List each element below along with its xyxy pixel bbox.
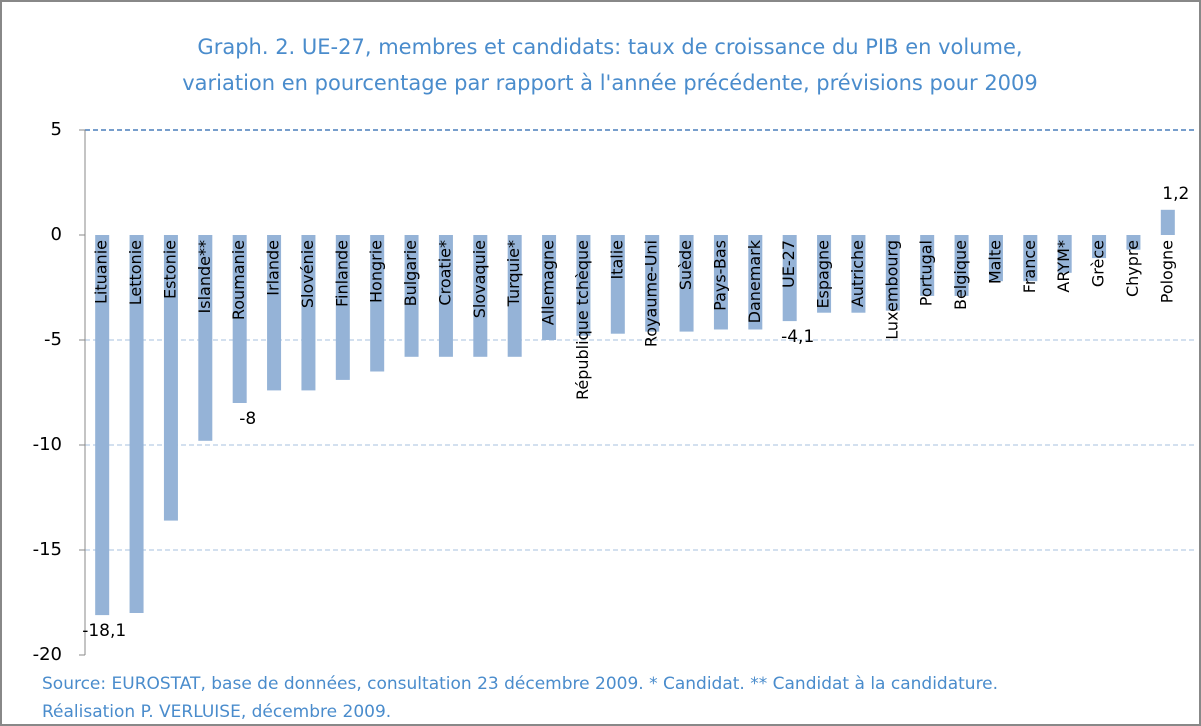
source-note: Réalisation P. VERLUISE, décembre 2009. — [42, 702, 391, 722]
x-tick-label: Slovénie — [298, 240, 317, 308]
x-tick-label: Luxembourg — [882, 240, 901, 340]
y-tick-label: -15 — [33, 539, 62, 560]
bar — [438, 235, 453, 357]
bar — [1126, 235, 1141, 250]
bar — [1160, 209, 1175, 235]
bar — [645, 235, 660, 332]
x-tick-label: République tchèque — [573, 240, 592, 400]
x-tick-label: Royaume-Uni — [642, 240, 661, 347]
bar — [1057, 235, 1072, 273]
bar — [817, 235, 832, 313]
bar — [542, 235, 557, 340]
chart-title: Graph. 2. UE-27, membres et candidats: t… — [197, 35, 1022, 59]
y-tick-label: 0 — [51, 224, 62, 245]
bar — [198, 235, 213, 441]
bar — [232, 235, 247, 403]
x-tick-label: Chypre — [1123, 240, 1142, 297]
bar — [885, 235, 900, 311]
y-tick-label: -5 — [44, 329, 62, 350]
x-tick-label: Roumanie — [229, 240, 248, 320]
x-tick-label: Hongrie — [367, 240, 386, 303]
bar — [163, 235, 178, 521]
x-tick-label: ARYM* — [1054, 240, 1073, 293]
bar — [404, 235, 419, 357]
bar — [920, 235, 935, 296]
bar — [335, 235, 350, 380]
bar — [782, 235, 797, 322]
x-tick-label: Suède — [676, 240, 695, 290]
y-tick-label: -10 — [33, 434, 62, 455]
x-tick-label: Malte — [985, 240, 1004, 284]
bar — [301, 235, 316, 391]
x-tick-label: Turquie* — [504, 240, 523, 307]
x-tick-label: France — [1020, 240, 1039, 293]
x-tick-label: UE-27 — [779, 240, 798, 288]
x-tick-label: Belgique — [951, 240, 970, 310]
x-tick-label: Lituanie — [92, 240, 111, 304]
bar — [507, 235, 522, 357]
bar — [851, 235, 866, 313]
x-tick-label: Pays-Bas — [710, 240, 729, 311]
bar — [95, 235, 110, 616]
x-tick-label: Espagne — [814, 240, 833, 309]
bar — [370, 235, 385, 372]
data-label: -8 — [239, 409, 256, 429]
x-tick-label: Grèce — [1089, 240, 1108, 287]
bar — [473, 235, 488, 357]
bar — [679, 235, 694, 332]
x-tick-label: Autriche — [848, 240, 867, 307]
data-label: -4,1 — [781, 327, 814, 347]
bar — [713, 235, 728, 330]
bar — [129, 235, 144, 613]
x-tick-label: Danemark — [745, 239, 764, 323]
x-tick-label: Bulgarie — [401, 240, 420, 306]
x-tick-label: Lettonie — [126, 240, 145, 305]
data-label: 1,2 — [1162, 184, 1189, 204]
x-tick-label: Islande** — [195, 240, 214, 313]
x-tick-label: Slovaquie — [470, 240, 489, 318]
bar — [748, 235, 763, 330]
x-tick-label: Finlande — [332, 240, 351, 307]
x-tick-label: Italie — [607, 240, 626, 280]
bar — [576, 235, 591, 336]
y-tick-label: -20 — [33, 644, 62, 665]
bar — [610, 235, 625, 334]
x-tick-label: Croatie* — [435, 240, 454, 306]
bar — [267, 235, 282, 391]
x-tick-label: Allemagne — [539, 240, 558, 325]
source-note: Source: EUROSTAT, base de données, consu… — [42, 674, 998, 694]
data-label: -18,1 — [82, 621, 126, 641]
y-tick-label: 5 — [51, 119, 62, 140]
x-tick-label: Estonie — [160, 240, 179, 299]
chart-title: variation en pourcentage par rapport à l… — [182, 71, 1038, 95]
bar — [954, 235, 969, 296]
bar — [1092, 235, 1107, 259]
bar — [1023, 235, 1038, 282]
x-tick-label: Portugal — [917, 240, 936, 306]
x-tick-label: Irlande — [264, 240, 283, 296]
x-tick-label: Pologne — [1157, 240, 1176, 303]
bar — [988, 235, 1003, 282]
